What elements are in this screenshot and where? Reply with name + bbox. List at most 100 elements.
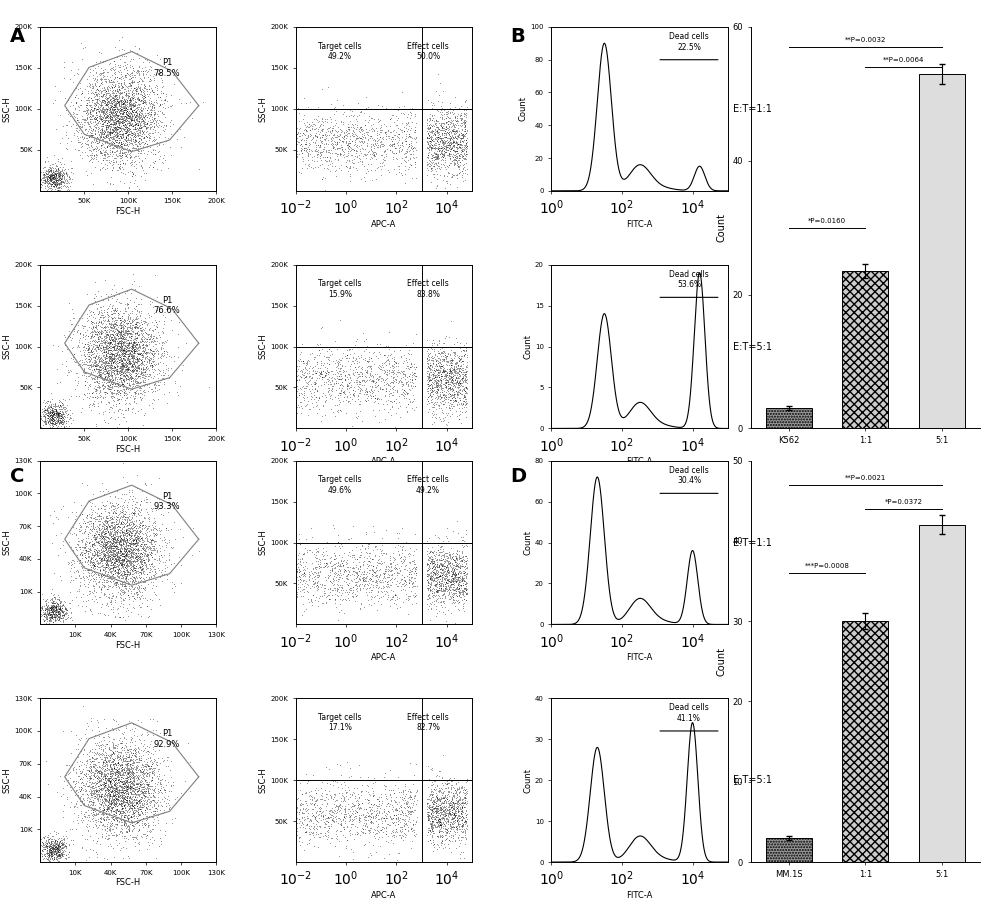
Point — [399, 798, 415, 813]
Point — [451, 548, 467, 562]
Point — [99, 304, 115, 319]
Point — [113, 540, 129, 554]
Point — [101, 828, 117, 842]
Point — [359, 820, 375, 834]
Point — [126, 777, 142, 791]
Point — [147, 533, 163, 548]
Point — [134, 357, 150, 372]
Text: P1
92.9%: P1 92.9% — [154, 729, 180, 749]
Point — [398, 361, 414, 375]
Point — [404, 359, 420, 374]
Point — [448, 575, 464, 589]
Point — [86, 112, 102, 127]
Text: **P=0.0021: **P=0.0021 — [845, 475, 886, 480]
Point — [105, 543, 121, 558]
Point — [144, 359, 160, 374]
Point — [102, 787, 118, 801]
Point — [130, 801, 146, 815]
Point — [446, 399, 462, 413]
Point — [115, 90, 131, 104]
Point — [292, 558, 308, 572]
Point — [116, 791, 132, 806]
Point — [433, 122, 449, 136]
Point — [40, 839, 56, 853]
Point — [46, 407, 62, 421]
Point — [105, 770, 121, 785]
Point — [159, 345, 175, 359]
Point — [451, 124, 467, 138]
Point — [177, 774, 193, 788]
Point — [455, 810, 471, 824]
Point — [404, 369, 420, 383]
Point — [115, 332, 131, 347]
Point — [316, 356, 332, 370]
Point — [128, 338, 144, 352]
Point — [130, 582, 146, 596]
Point — [123, 547, 139, 561]
Point — [85, 102, 101, 117]
Point — [451, 127, 467, 141]
Point — [377, 387, 393, 401]
Point — [54, 130, 70, 145]
Point — [99, 822, 115, 836]
Point — [145, 330, 161, 344]
Point — [114, 801, 130, 815]
Point — [44, 594, 60, 608]
Point — [84, 108, 100, 122]
Point — [68, 783, 84, 797]
Point — [349, 371, 365, 385]
Point — [122, 311, 138, 325]
Point — [299, 811, 315, 825]
Point — [400, 374, 416, 388]
Point — [340, 578, 356, 593]
Point — [30, 414, 46, 428]
Point — [430, 125, 446, 139]
Point — [83, 755, 99, 770]
Point — [339, 379, 355, 393]
Point — [106, 351, 122, 365]
Point — [108, 95, 124, 110]
Point — [101, 331, 117, 346]
Point — [335, 365, 351, 380]
Point — [386, 572, 402, 586]
Point — [437, 793, 453, 807]
Point — [128, 808, 144, 823]
Point — [119, 313, 135, 328]
Point — [99, 109, 115, 123]
Point — [89, 788, 105, 802]
Point — [85, 793, 101, 807]
Point — [41, 843, 57, 858]
Point — [103, 743, 119, 757]
Point — [129, 764, 145, 779]
Point — [447, 373, 463, 387]
Point — [450, 559, 466, 574]
Point — [48, 403, 64, 418]
Point — [444, 352, 460, 366]
Point — [144, 533, 160, 547]
Point — [132, 585, 148, 600]
Point — [140, 372, 156, 386]
Point — [112, 574, 128, 588]
Point — [163, 540, 179, 554]
Point — [158, 303, 174, 317]
Point — [85, 771, 101, 786]
Point — [130, 101, 146, 116]
Point — [425, 96, 441, 110]
Point — [62, 596, 78, 611]
Point — [421, 366, 437, 381]
Point — [121, 93, 137, 108]
Point — [110, 308, 126, 322]
Point — [367, 823, 383, 838]
Point — [126, 340, 142, 355]
Point — [101, 812, 117, 826]
Point — [108, 91, 124, 105]
Point — [119, 533, 135, 547]
Point — [122, 346, 138, 360]
Point — [43, 177, 59, 191]
Point — [111, 335, 127, 349]
Point — [322, 377, 338, 392]
Point — [139, 528, 155, 542]
Point — [121, 802, 137, 816]
Point — [438, 143, 454, 157]
Point — [102, 93, 118, 108]
